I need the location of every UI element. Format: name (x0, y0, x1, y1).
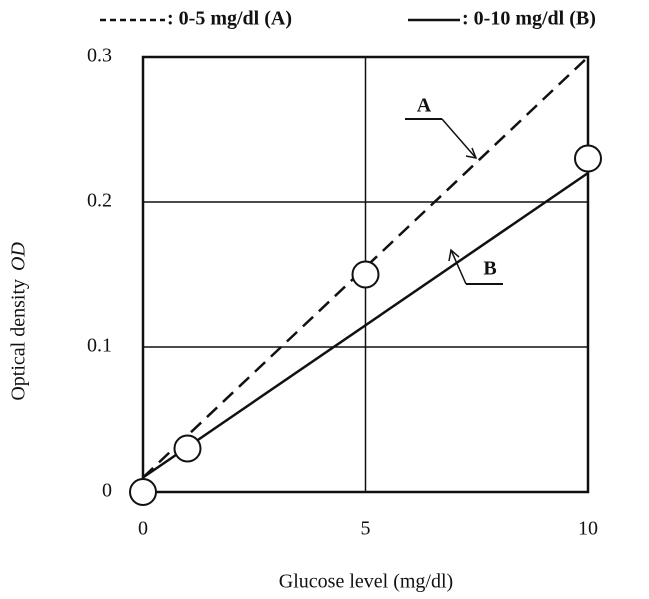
series-line (142, 171, 589, 479)
arrow-head (448, 248, 460, 262)
arrow-head (465, 147, 478, 160)
annotation-arrow (450, 249, 467, 285)
y-axis-label: Optical density (8, 279, 30, 401)
y-tick-label: 0.1 (87, 335, 112, 357)
x-tick-label: 0 (138, 518, 148, 540)
annotation: B (483, 258, 496, 280)
x-axis-label: Glucose level (mg/dl) (279, 571, 453, 593)
data-point (574, 144, 602, 173)
annotation: A (417, 95, 432, 117)
data-point (129, 478, 157, 506)
y-tick-label: 0.2 (87, 190, 112, 212)
legend-label: : 0-5 mg/dl (A) (167, 8, 292, 30)
data-point (173, 434, 202, 463)
annotation-arrow (441, 118, 477, 159)
data-point (351, 260, 380, 289)
series-line (142, 56, 589, 479)
legend-label: : 0-10 mg/dl (B) (462, 8, 596, 30)
x-tick-label: 10 (578, 518, 598, 540)
y-axis-symbol: OD (8, 242, 30, 271)
y-tick-label: 0 (102, 480, 112, 502)
x-tick-label: 5 (361, 518, 371, 540)
y-tick-label: 0.3 (87, 45, 112, 67)
